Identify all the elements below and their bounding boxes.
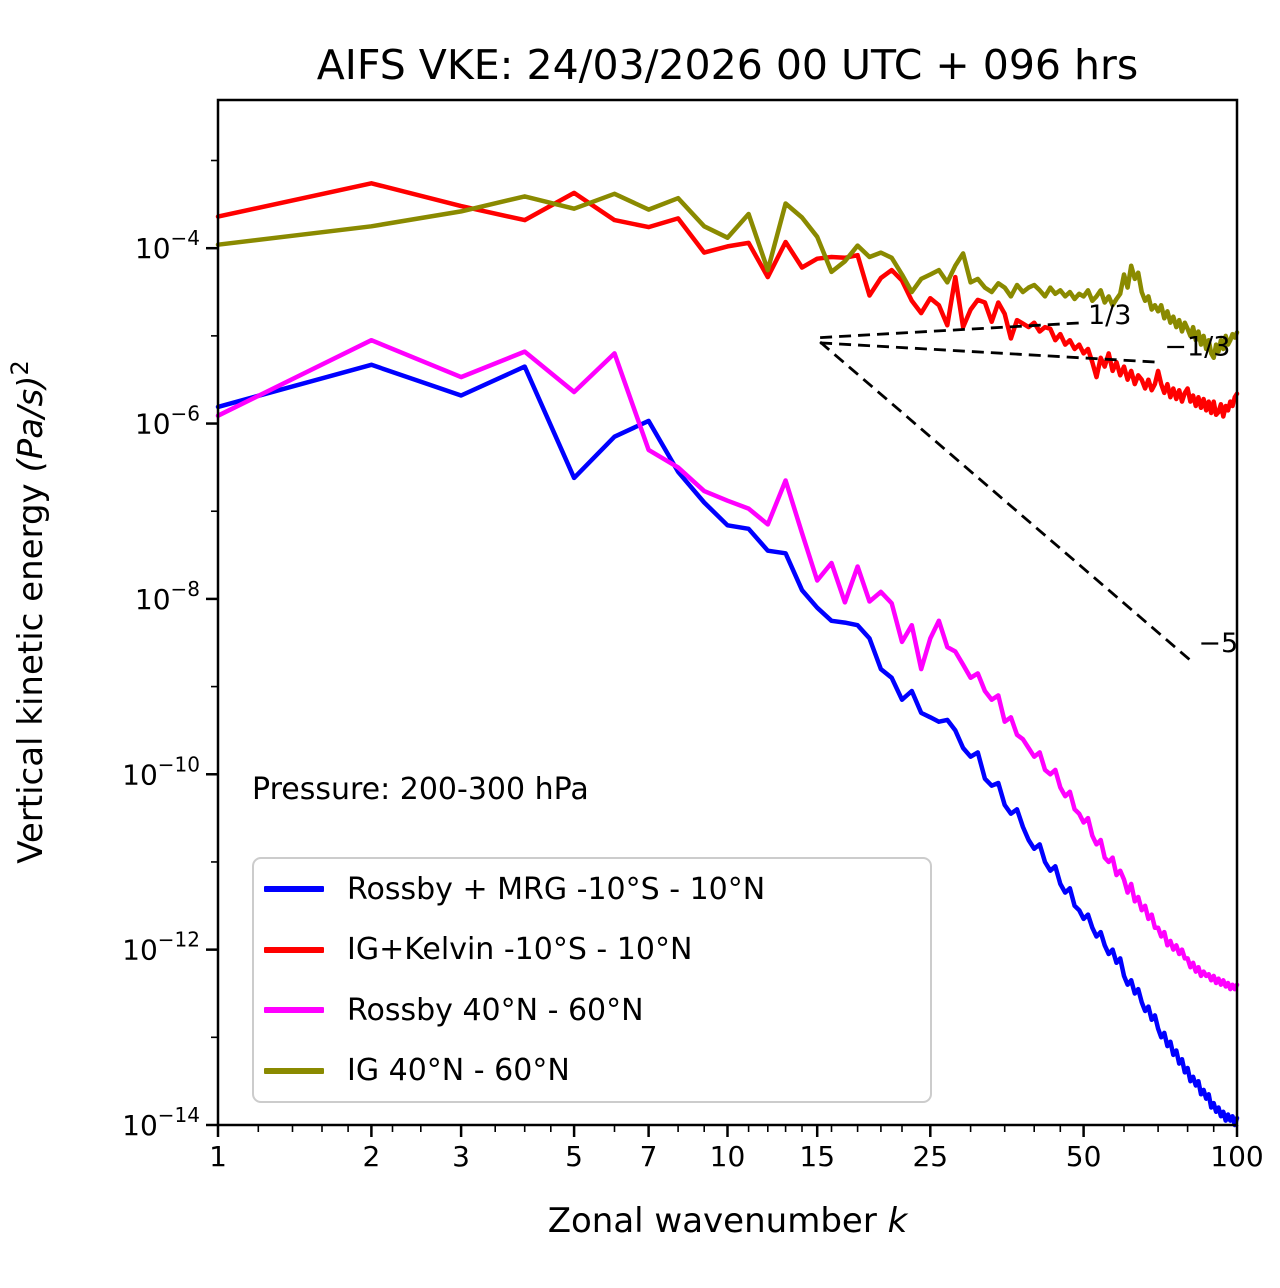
x-axis-label: Zonal wavenumber k bbox=[548, 1201, 909, 1241]
reference-line-label: −1/3 bbox=[1164, 332, 1230, 363]
series-line-1 bbox=[215, 181, 1240, 419]
x-axis-tick-label: 3 bbox=[452, 1140, 470, 1173]
legend-label: IG 40°N - 60°N bbox=[347, 1053, 570, 1089]
reference-line--5 bbox=[819, 340, 1192, 662]
y-axis-label: Vertical kinetic energy (Pa/s)2 bbox=[6, 360, 51, 864]
y-axis-tick-label: 10−14 bbox=[122, 1103, 200, 1142]
legend-item: IG 40°N - 60°N bbox=[264, 1053, 930, 1088]
reference-line-label: −5 bbox=[1198, 628, 1238, 659]
y-axis-tick-label: 10−10 bbox=[122, 752, 200, 791]
legend-item: Rossby 40°N - 60°N bbox=[264, 993, 930, 1028]
y-axis-tick-label: 10−6 bbox=[135, 402, 200, 441]
series-line-2 bbox=[215, 337, 1240, 992]
legend: Rossby + MRG -10°S - 10°N IG+Kelvin -10°… bbox=[252, 857, 932, 1103]
legend-item: Rossby + MRG -10°S - 10°N bbox=[264, 872, 930, 907]
pressure-annotation: Pressure: 200-300 hPa bbox=[252, 772, 589, 807]
legend-label: Rossby 40°N - 60°N bbox=[347, 992, 644, 1028]
legend-swatch-ig-midlat bbox=[264, 1067, 324, 1074]
reference-line-1/3 bbox=[820, 321, 1084, 339]
y-axis-tick-label: 10−12 bbox=[122, 928, 200, 967]
legend-swatch-rossby-mrg-tropics bbox=[264, 886, 324, 893]
x-axis-tick-label: 100 bbox=[1210, 1140, 1263, 1173]
y-axis-tick-label: 10−8 bbox=[135, 577, 200, 616]
series-line-3 bbox=[215, 191, 1240, 361]
legend-label: IG+Kelvin -10°S - 10°N bbox=[347, 932, 693, 968]
y-axis-tick-label: 10−4 bbox=[135, 226, 200, 265]
x-axis-tick-label: 5 bbox=[565, 1140, 583, 1173]
x-axis-tick-label: 15 bbox=[799, 1140, 835, 1173]
x-axis-tick-label: 50 bbox=[1066, 1140, 1102, 1173]
x-axis-tick-label: 2 bbox=[362, 1140, 380, 1173]
legend-label: Rossby + MRG -10°S - 10°N bbox=[347, 871, 766, 907]
legend-swatch-rossby-midlat bbox=[264, 1007, 324, 1014]
legend-item: IG+Kelvin -10°S - 10°N bbox=[264, 932, 930, 967]
x-axis-tick-label: 7 bbox=[640, 1140, 658, 1173]
x-axis-tick-label: 25 bbox=[912, 1140, 948, 1173]
reference-line-label: 1/3 bbox=[1088, 300, 1131, 331]
x-axis-tick-label: 10 bbox=[710, 1140, 746, 1173]
series-line-0 bbox=[215, 362, 1240, 1128]
legend-swatch-ig-kelvin-tropics bbox=[264, 946, 324, 953]
x-axis-tick-label: 1 bbox=[209, 1140, 227, 1173]
chart-title: AIFS VKE: 24/03/2026 00 UTC + 096 hrs bbox=[316, 41, 1139, 89]
